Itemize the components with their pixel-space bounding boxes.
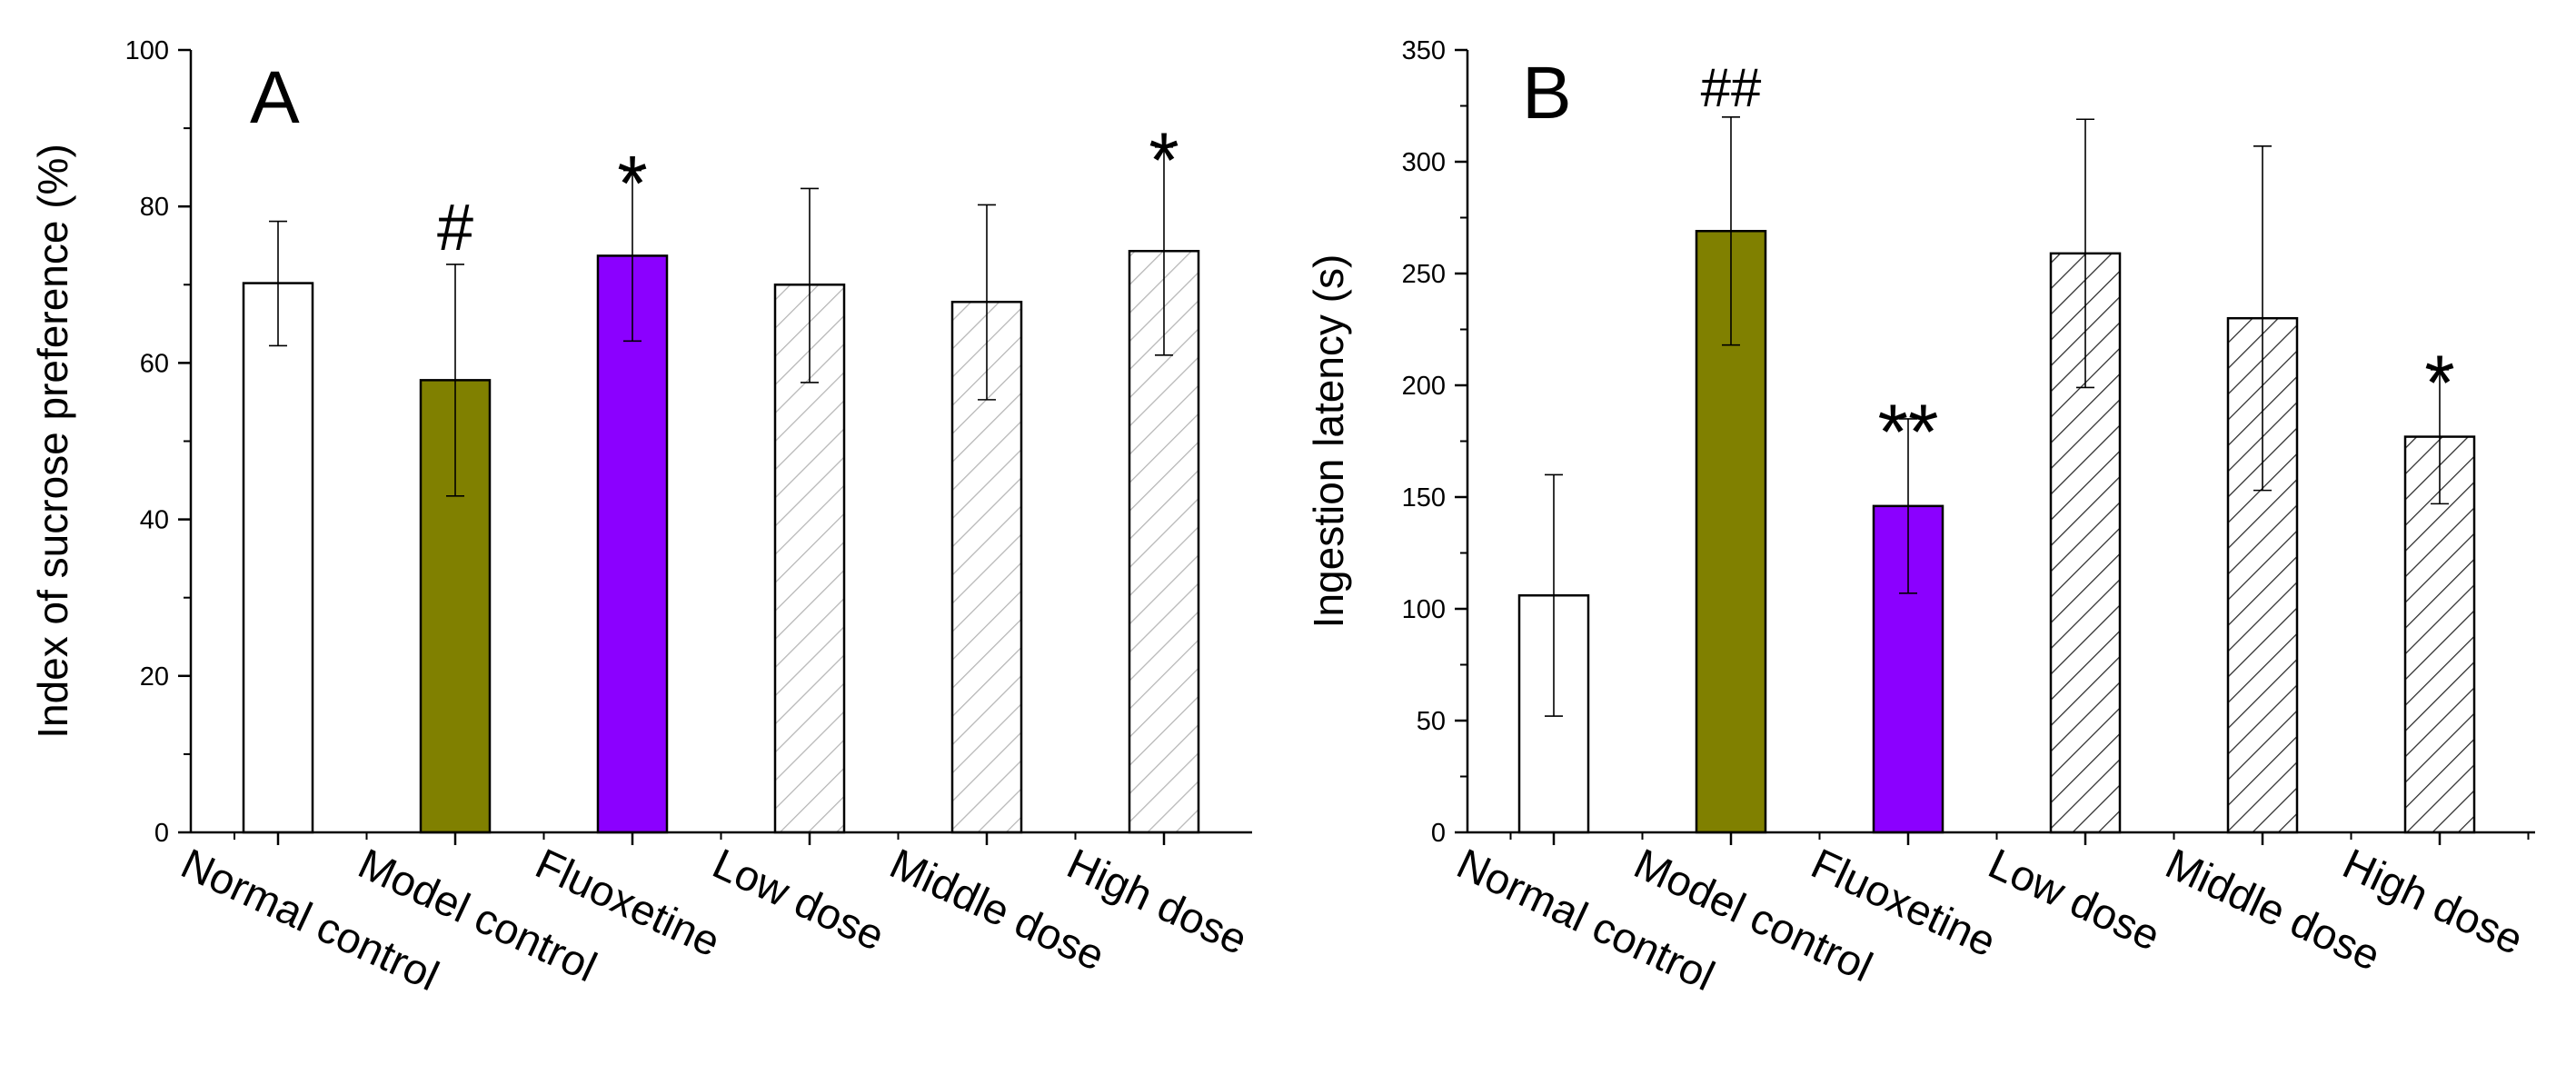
y-axis-label: Ingestion latency (s) bbox=[1305, 254, 1352, 629]
category-label-b-3: Low dose bbox=[1982, 839, 2168, 960]
y-tick-label: 50 bbox=[1417, 707, 1446, 736]
panel-letter: A bbox=[250, 56, 300, 139]
y-tick-label: 100 bbox=[125, 36, 169, 65]
significance-marker-b-1: ## bbox=[1701, 57, 1762, 118]
y-tick-label: 0 bbox=[154, 819, 169, 848]
y-tick-label: 100 bbox=[1402, 595, 1446, 624]
significance-marker-a-5: * bbox=[1149, 117, 1179, 204]
y-tick-label: 0 bbox=[1431, 819, 1446, 848]
bar-a-0 bbox=[242, 282, 314, 834]
category-label-a-3: Low dose bbox=[706, 839, 892, 960]
y-tick-label: 300 bbox=[1402, 148, 1446, 177]
y-tick-label: 350 bbox=[1402, 36, 1446, 65]
panel-a: Normal control#Model control*FluoxetineL… bbox=[29, 36, 1255, 1000]
y-tick-label: 60 bbox=[140, 349, 169, 378]
y-tick-label: 40 bbox=[140, 506, 169, 535]
significance-marker-b-2: ** bbox=[1878, 389, 1939, 476]
panel-letter: B bbox=[1522, 52, 1572, 134]
significance-marker-a-2: * bbox=[617, 141, 647, 228]
significance-marker-a-1: # bbox=[437, 192, 473, 264]
panel-b: Normal control##Model control**Fluoxetin… bbox=[1305, 36, 2535, 1000]
y-axis-label: Index of sucrose preference (%) bbox=[29, 144, 76, 739]
y-tick-label: 150 bbox=[1402, 483, 1446, 513]
bar-a-2 bbox=[596, 254, 669, 834]
significance-marker-b-5: * bbox=[2424, 340, 2454, 427]
y-tick-label: 80 bbox=[140, 193, 169, 222]
y-tick-label: 20 bbox=[140, 662, 169, 692]
y-tick-label: 250 bbox=[1402, 260, 1446, 289]
y-tick-label: 200 bbox=[1402, 372, 1446, 401]
